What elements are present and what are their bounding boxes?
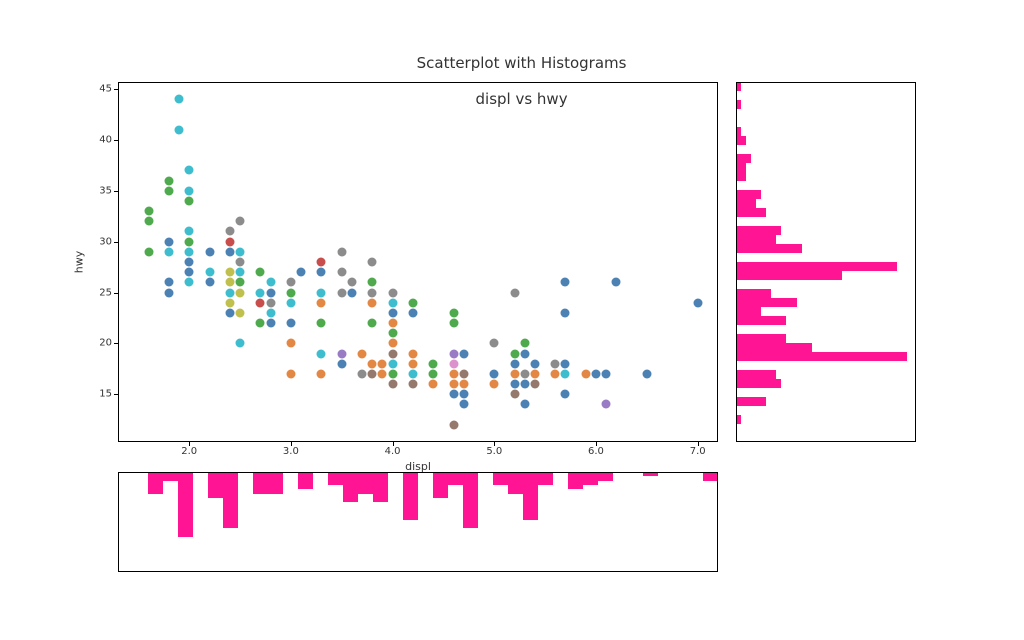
title-line1: Scatterplot with Histograms [417,54,627,72]
hist-bottom-panel [118,472,718,572]
figure: Scatterplot with Histograms displ vs hwy… [0,0,1024,640]
x-tick-label: 4.0 [385,446,401,457]
x-tick-label: 3.0 [283,446,299,457]
x-tick-label: 7.0 [690,446,706,457]
y-tick-label: 35 [99,185,112,196]
hist-right-panel [736,82,916,442]
y-tick-label: 15 [99,389,112,400]
scatter-panel: 2.03.04.05.06.07.015202530354045 displ h… [118,82,718,442]
y-tick-label: 30 [99,236,112,247]
y-tick-label: 25 [99,287,112,298]
y-tick-label: 40 [99,134,112,145]
y-tick-label: 45 [99,84,112,95]
hist-bottom-frame [118,472,718,572]
hist-right-frame [736,82,916,442]
y-tick-label: 20 [99,338,112,349]
y-axis-label: hwy [72,251,85,273]
x-tick-label: 2.0 [181,446,197,457]
scatter-frame [118,82,718,442]
x-tick-label: 5.0 [486,446,502,457]
x-tick-label: 6.0 [588,446,604,457]
